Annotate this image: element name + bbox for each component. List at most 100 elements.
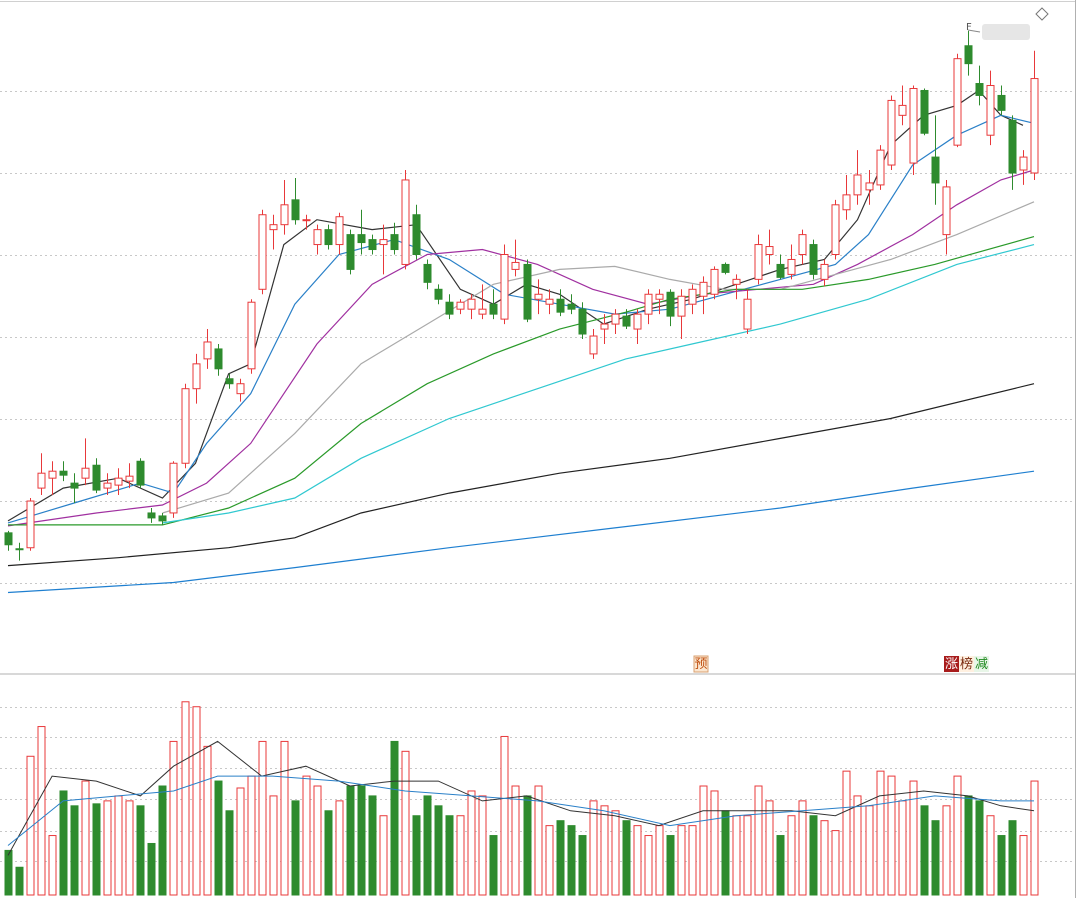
candle-body [975,83,984,96]
candle-body [125,475,134,482]
ma-line [7,740,1035,856]
badge-text: 减 [975,657,988,672]
candle-body [865,182,874,191]
candle-body [1019,156,1028,171]
candle-body [423,263,432,283]
volume-bar [368,795,377,896]
candle-body [853,174,862,196]
volume-bar [48,835,57,896]
candle-body [489,303,498,315]
candle-body [523,263,532,320]
candle-body [59,470,68,476]
candle-body [158,515,167,522]
volume-bar [798,800,807,896]
volume-bar [876,770,885,896]
candle-body [247,301,256,370]
candle-body [556,298,565,313]
candle-body [534,293,543,300]
volume-bar [103,800,112,896]
candle-body [335,216,344,246]
volume-bar [81,780,90,896]
candle-body [15,548,24,551]
volume-bar [125,800,134,896]
volume-bar [865,805,874,896]
volume-bar [258,740,267,896]
volume-bar [523,795,532,896]
volume-bar [887,775,896,896]
candle-body [214,348,223,370]
volume-bar [964,795,973,896]
volume-bar [26,755,35,896]
candle-body [776,263,785,278]
badge [693,655,709,673]
candle-body [203,341,212,360]
diamond-icon[interactable] [1035,7,1049,21]
volume-bar [335,800,344,896]
volume-bar [324,810,333,896]
candle-body [655,293,664,300]
candle-body [589,335,598,355]
volume-bar [986,815,995,896]
candle-body [291,199,300,221]
badge-text: 榜 [960,656,973,672]
candle-body [831,204,840,256]
candle-body [434,288,443,300]
candle-body [942,186,951,236]
pointer-line [967,29,981,33]
volume-bar [776,835,785,896]
candle-body [721,263,730,273]
volume-bar [280,740,289,896]
volume-bar [809,815,818,896]
candle-body [456,301,465,310]
candle-body [236,383,245,395]
candle-body [81,467,90,479]
candle-body [688,288,697,305]
candle-body [379,239,388,246]
ma-line [7,169,1035,527]
candle-body [225,378,234,385]
ma-line [7,89,1024,522]
candle-body [600,323,609,330]
volume-bar [169,740,178,896]
volume-bar [269,795,278,896]
volume-bar [567,825,576,896]
candle-body [1008,119,1017,174]
candle-body [478,308,487,315]
volume-bar [247,775,256,896]
volume-bar [853,795,862,896]
volume-bar [953,775,962,896]
ma-line [7,775,1034,846]
badge [974,656,989,672]
candle-body [136,460,145,486]
volume-bar [831,830,840,896]
volume-bar [423,795,432,896]
candle-body [754,244,763,280]
candle-body [842,194,851,211]
volume-bar [787,815,796,896]
ma-line [162,244,1035,524]
volume-bar [456,815,465,896]
volume-bar [743,815,752,896]
volume-bar [15,866,24,896]
candle-body [964,45,973,65]
ma-line [7,470,1035,594]
volume-bar [500,735,509,896]
volume-bar [302,775,311,896]
volume-bar [489,835,498,896]
volume-bar [114,795,123,896]
volume-bar [975,800,984,896]
badge [959,656,974,672]
volume-bar [511,785,520,896]
candle-body [48,470,57,479]
volume-bar [203,745,212,896]
candle-body [192,363,201,390]
candle-body [4,532,13,546]
volume-bar [390,740,399,896]
volume-bar [688,825,697,896]
volume-bar [70,805,79,896]
volume-bar [909,780,918,896]
candle-body [37,472,46,489]
volume-bar [92,803,101,896]
volume-bar [842,770,851,896]
